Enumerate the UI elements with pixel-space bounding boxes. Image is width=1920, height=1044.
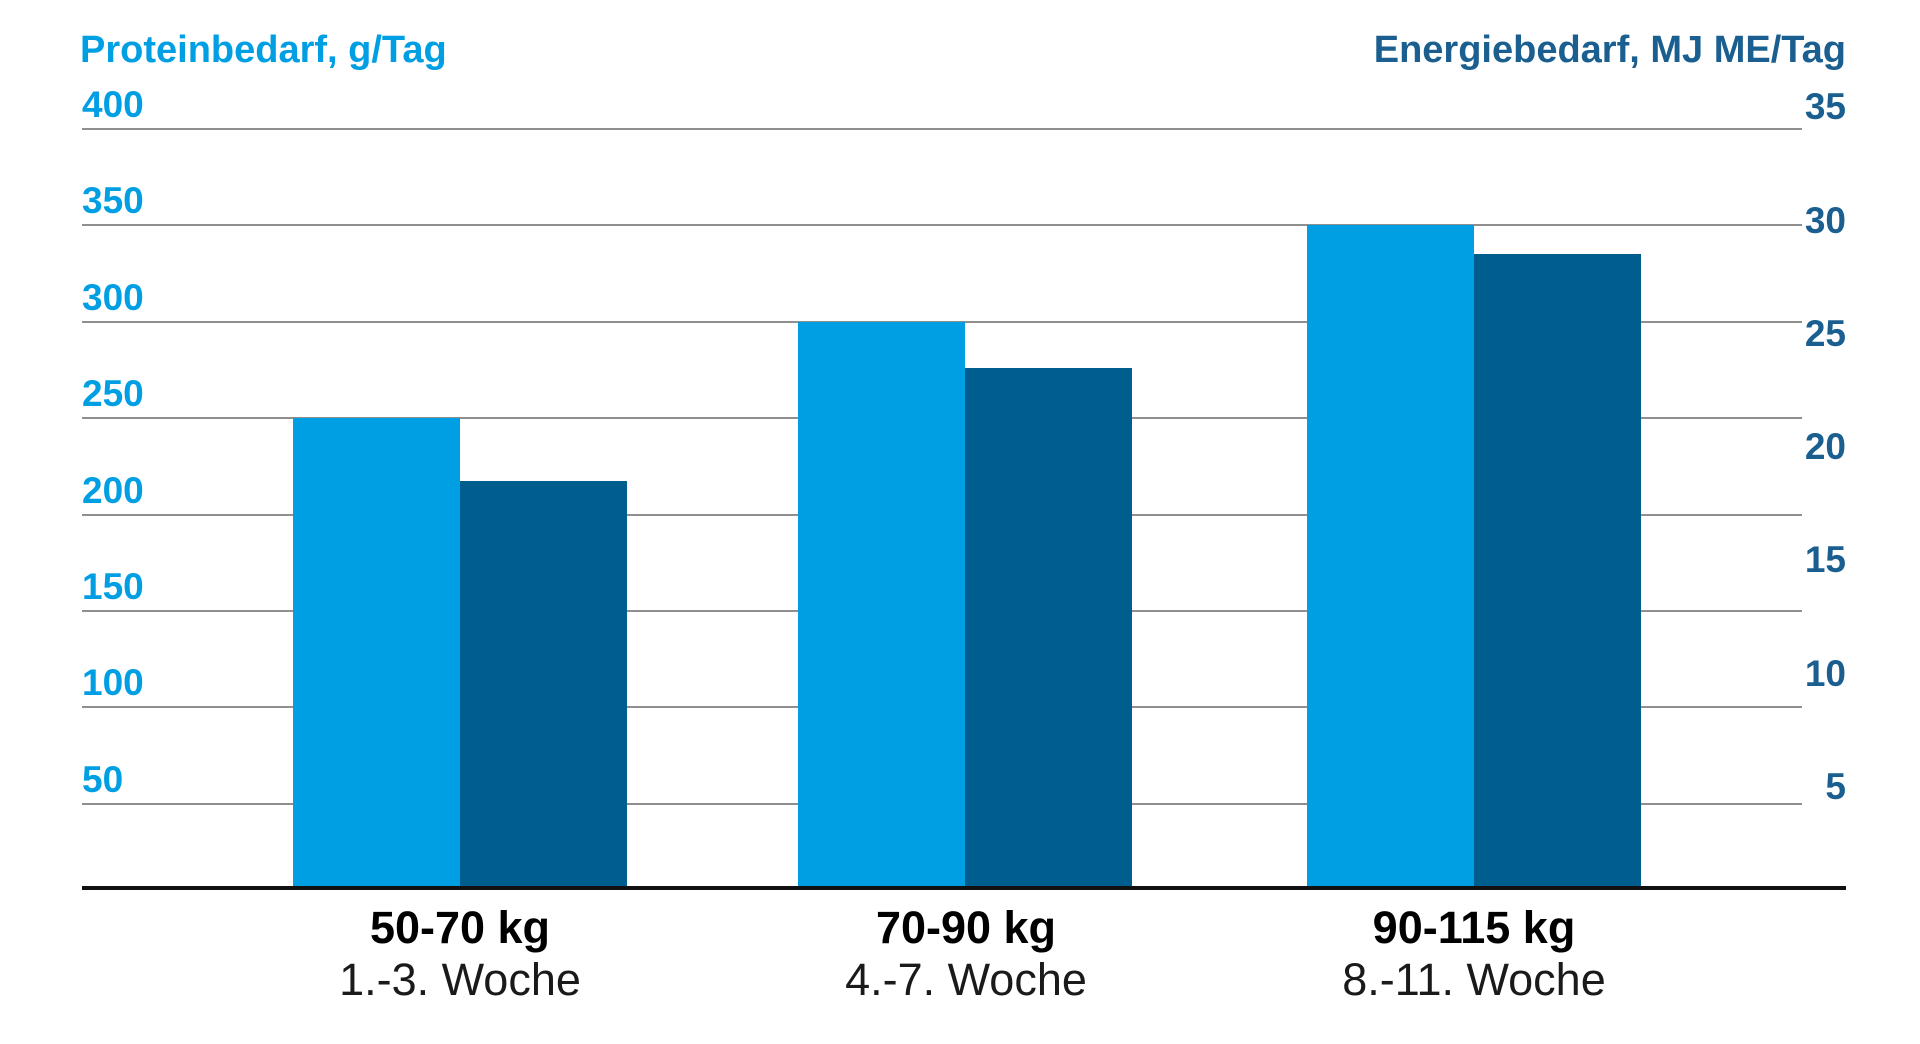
category-weeks: 8.-11. Woche: [1342, 954, 1606, 1005]
right-axis-tick-20: 20: [1804, 426, 1846, 467]
left-axis-tick-250: 250: [82, 373, 144, 415]
category-label-1: 50-70 kg 1.-3. Woche: [200, 902, 720, 1006]
gridline-350: [82, 224, 1802, 227]
right-axis-tick-15: 15: [1804, 539, 1846, 581]
left-axis-tick-200: 200: [82, 469, 144, 511]
category-weeks: 4.-7. Woche: [845, 954, 1087, 1005]
bar-proteinbedarf-90-115-kg: [1307, 225, 1474, 890]
right-axis-tick-5: 5: [1825, 765, 1846, 807]
left-axis-tick-350: 350: [82, 180, 144, 222]
category-weight-range: 90-115 kg: [1372, 902, 1576, 953]
category-weeks: 1.-3. Woche: [339, 954, 581, 1005]
bar-energiebedarf-90-115-kg: [1474, 254, 1641, 890]
bar-proteinbedarf-50-70-kg: [293, 418, 460, 890]
right-axis-title: Energiebedarf, MJ ME/Tag: [1373, 29, 1846, 71]
right-axis-tick-25: 25: [1804, 312, 1846, 354]
category-label-3: 90-115 kg 8.-11. Woche: [1214, 902, 1734, 1006]
gridline-400: [82, 128, 1802, 130]
category-label-2: 70-90 kg 4.-7. Woche: [706, 902, 1226, 1006]
left-axis-tick-400: 400: [82, 84, 144, 125]
right-axis-tick-35: 35: [1804, 86, 1846, 128]
left-axis-tick-150: 150: [82, 565, 144, 607]
left-axis-tick-100: 100: [82, 662, 144, 704]
left-axis-tick-50: 50: [82, 758, 124, 800]
left-axis-tick-300: 300: [82, 276, 144, 318]
left-axis-title: Proteinbedarf, g/Tag: [80, 29, 447, 71]
category-weight-range: 50-70 kg: [369, 902, 551, 953]
bar-energiebedarf-70-90-kg: [965, 367, 1132, 890]
x-axis-line: [82, 886, 1846, 890]
right-axis-tick-30: 30: [1804, 199, 1846, 241]
right-axis-tick-10: 10: [1804, 652, 1846, 694]
category-weight-range: 70-90 kg: [875, 902, 1057, 953]
bar-proteinbedarf-70-90-kg: [798, 321, 965, 890]
bar-energiebedarf-50-70-kg: [460, 480, 627, 890]
